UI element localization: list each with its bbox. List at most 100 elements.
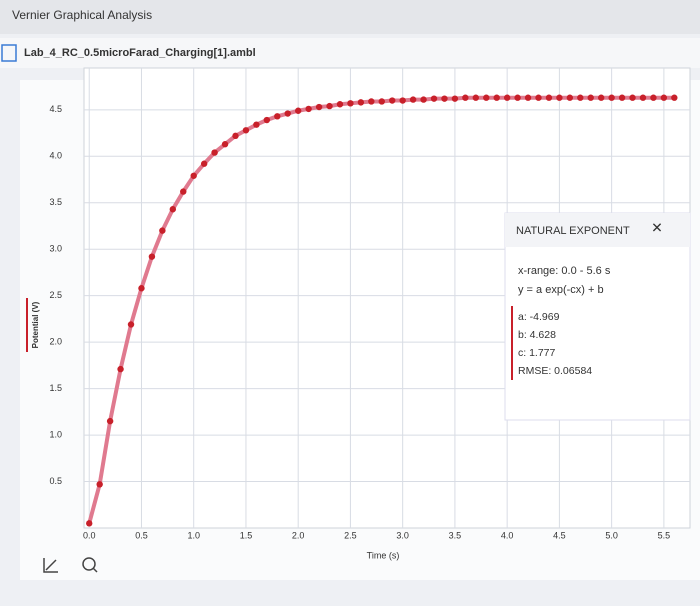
data-point (221, 141, 229, 148)
data-point (284, 110, 291, 117)
data-point (96, 481, 103, 488)
y-tick-label: 0.5 (49, 476, 62, 486)
data-point (169, 206, 177, 213)
data-point (106, 417, 114, 425)
fit-param: c: 1.777 (518, 347, 556, 359)
fit-panel: NATURAL EXPONENT ✕ x-range: 0.0 - 5.6 s … (504, 212, 691, 421)
x-tick-label: 0.5 (135, 530, 148, 540)
data-point (535, 94, 542, 101)
x-tick-label: 3.0 (396, 530, 409, 540)
data-point (451, 95, 459, 102)
y-tick-label: 2.5 (49, 290, 62, 300)
data-point (545, 94, 553, 101)
y-tick-label: 2.0 (49, 337, 62, 347)
x-axis-label: Time (s) (367, 550, 400, 560)
data-point (315, 103, 323, 111)
data-point (441, 95, 448, 102)
y-axis-label: Potential (V) (31, 301, 40, 348)
data-point (263, 116, 271, 124)
x-tick-label: 5.0 (605, 530, 618, 540)
data-point (294, 107, 302, 114)
y-tick-label: 4.5 (49, 104, 62, 114)
y-tick-label: 4.0 (49, 151, 62, 161)
file-tab-bar (0, 38, 700, 68)
data-point (556, 94, 563, 101)
x-tick-label: 1.0 (187, 530, 200, 540)
data-point (86, 520, 93, 527)
x-tick-label: 4.0 (501, 530, 514, 540)
x-tick-label: 4.5 (553, 530, 566, 540)
data-point (587, 94, 594, 101)
data-point (399, 97, 406, 104)
x-tick-label: 3.5 (449, 530, 462, 540)
fit-title: NATURAL EXPONENT (516, 225, 630, 237)
fit-equation: y = a exp(-cx) + b (518, 284, 604, 296)
y-tick-label: 3.5 (49, 197, 62, 207)
data-point (211, 149, 218, 156)
data-point (566, 94, 574, 101)
data-point (650, 94, 657, 101)
axis-tool-icon[interactable] (43, 558, 58, 573)
data-point (336, 101, 344, 108)
y-tick-label: 3.0 (49, 244, 62, 254)
data-point (514, 94, 521, 101)
data-point (483, 94, 490, 101)
fit-param: a: -4.969 (518, 311, 560, 323)
data-point (148, 253, 156, 260)
data-point (326, 102, 333, 110)
data-point (378, 98, 385, 105)
data-point (472, 94, 480, 101)
data-point (242, 127, 250, 134)
data-point (420, 96, 427, 103)
data-point (618, 94, 626, 101)
fit-param: b: 4.628 (518, 329, 556, 341)
data-point (629, 94, 636, 101)
data-point (138, 285, 145, 292)
data-point (368, 98, 375, 105)
data-point (503, 94, 511, 101)
data-point (305, 105, 312, 113)
data-point (200, 160, 208, 167)
data-point (232, 132, 239, 140)
x-tick-label: 5.5 (658, 530, 671, 540)
data-point (180, 188, 187, 195)
close-button[interactable]: ✕ (651, 220, 663, 236)
fit-panel-header (505, 213, 690, 247)
data-point (524, 94, 532, 101)
x-tick-label: 0.0 (83, 530, 96, 540)
title-bar (0, 0, 700, 34)
data-point (430, 95, 438, 102)
app-title: Vernier Graphical Analysis (12, 8, 152, 22)
y-tick-label: 1.0 (49, 429, 62, 439)
data-point (347, 100, 354, 107)
fit-param: RMSE: 0.06584 (518, 365, 592, 377)
data-point (127, 321, 135, 328)
data-point (117, 365, 124, 373)
data-point (462, 94, 469, 101)
data-point (639, 94, 647, 101)
data-point (274, 113, 281, 120)
data-point (608, 94, 615, 101)
zoom-icon[interactable] (82, 557, 96, 571)
data-point (409, 96, 417, 103)
y-tick-label: 1.5 (49, 383, 62, 393)
data-point (577, 94, 584, 101)
file-icon (1, 44, 17, 62)
x-tick-label: 2.5 (344, 530, 357, 540)
x-tick-label: 2.0 (292, 530, 305, 540)
data-point (597, 94, 605, 101)
data-point (660, 94, 668, 101)
x-tick-label: 1.5 (240, 530, 253, 540)
data-point (159, 227, 166, 234)
data-point (493, 94, 500, 101)
data-point (671, 94, 678, 101)
file-name[interactable]: Lab_4_RC_0.5microFarad_Charging[1].ambl (24, 47, 256, 59)
data-point (253, 121, 260, 128)
data-point (389, 97, 396, 104)
zoom-icon-handle (92, 567, 98, 573)
data-point (190, 172, 197, 179)
data-point (357, 99, 365, 106)
fit-range: x-range: 0.0 - 5.6 s (518, 265, 611, 277)
